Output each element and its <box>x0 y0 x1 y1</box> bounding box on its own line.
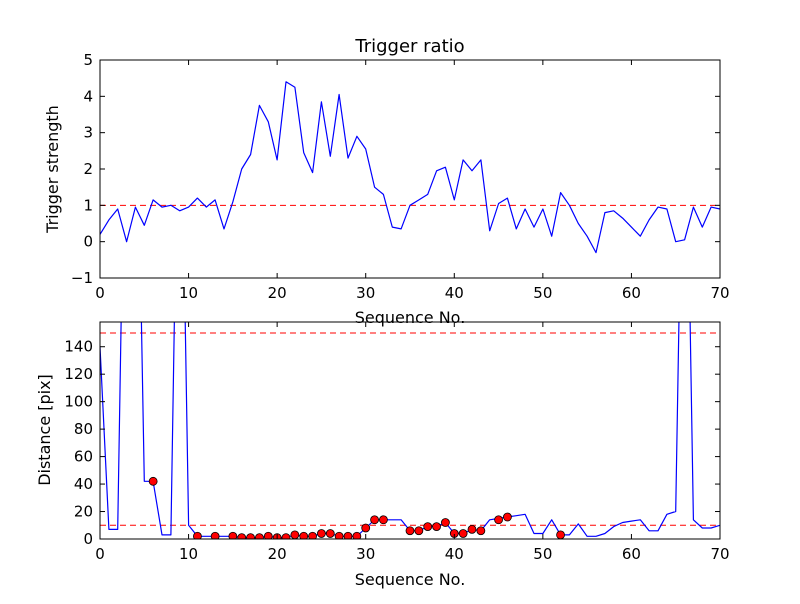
x-tick-label: 70 <box>710 545 729 563</box>
y-tick-label: 3 <box>83 124 93 142</box>
data-marker <box>308 531 317 539</box>
x-axis-label: Sequence No. <box>355 308 466 327</box>
data-marker <box>237 533 247 539</box>
data-marker <box>432 522 441 532</box>
data-marker <box>476 526 486 536</box>
y-axis-label: Distance [pix] <box>35 374 54 486</box>
data-marker <box>405 526 415 536</box>
chart-title: Trigger ratio <box>354 36 464 57</box>
data-marker <box>281 533 291 539</box>
data-marker <box>361 523 371 533</box>
data-marker <box>556 530 565 539</box>
data-marker <box>423 522 433 532</box>
data-marker <box>441 518 450 527</box>
y-tick-label: 0 <box>83 530 93 548</box>
y-tick-label: 140 <box>64 338 93 356</box>
data-marker <box>325 529 335 538</box>
data-marker <box>228 531 238 539</box>
x-axis-label: Sequence No. <box>355 570 466 589</box>
y-tick-label: 5 <box>83 51 93 69</box>
series-line <box>100 322 720 539</box>
x-tick-label: 30 <box>356 545 375 563</box>
data-marker <box>494 515 503 525</box>
x-tick-label: 10 <box>179 284 198 302</box>
y-tick-label: 40 <box>74 475 93 493</box>
data-marker <box>246 533 255 539</box>
y-tick-label: 0 <box>83 233 93 251</box>
y-tick-label: 4 <box>83 87 93 105</box>
y-axis-label: Trigger strength <box>43 105 62 234</box>
y-tick-label: 120 <box>64 365 93 383</box>
series-line <box>100 81 720 254</box>
x-tick-label: 20 <box>268 284 287 302</box>
data-marker <box>352 531 362 539</box>
data-marker <box>414 526 424 536</box>
y-tick-label: −1 <box>71 269 93 287</box>
data-marker <box>299 531 309 539</box>
data-marker <box>263 531 273 539</box>
x-tick-label: 40 <box>445 545 464 563</box>
data-marker <box>458 529 468 538</box>
x-tick-label: 70 <box>710 284 729 302</box>
data-marker <box>503 512 512 522</box>
data-marker <box>148 476 158 486</box>
data-marker <box>255 533 264 539</box>
y-tick-label: 2 <box>83 160 93 178</box>
x-tick-label: 50 <box>533 284 552 302</box>
distance-chart: 0 10 20 30 40 50 60 70 0 20 40 60 80 100 120 140 Sequen… <box>35 321 730 589</box>
x-tick-label: 20 <box>268 545 287 563</box>
data-marker <box>343 531 353 539</box>
y-tick-label: 60 <box>74 448 93 466</box>
data-marker <box>370 515 379 525</box>
data-marker <box>210 531 220 539</box>
y-tick-label: 1 <box>83 196 93 214</box>
y-tick-label: 80 <box>74 420 93 438</box>
x-tick-label: 50 <box>533 545 552 563</box>
x-tick-label: 10 <box>179 545 198 563</box>
x-tick-label: 40 <box>445 284 464 302</box>
data-marker <box>334 531 344 539</box>
y-tick-label: 20 <box>74 503 93 521</box>
plot-frame <box>99 321 721 540</box>
x-tick-label: 60 <box>622 545 641 563</box>
x-tick-label: 0 <box>95 284 105 302</box>
x-tick-label: 0 <box>95 545 105 563</box>
data-marker <box>379 515 388 525</box>
data-marker <box>193 531 202 539</box>
x-tick-label: 60 <box>622 284 641 302</box>
x-tick-label: 30 <box>356 284 375 302</box>
data-marker <box>467 524 477 534</box>
y-tick-label: 100 <box>64 393 93 411</box>
data-marker <box>317 529 326 538</box>
plot-frame <box>99 59 721 279</box>
data-marker <box>290 530 300 539</box>
